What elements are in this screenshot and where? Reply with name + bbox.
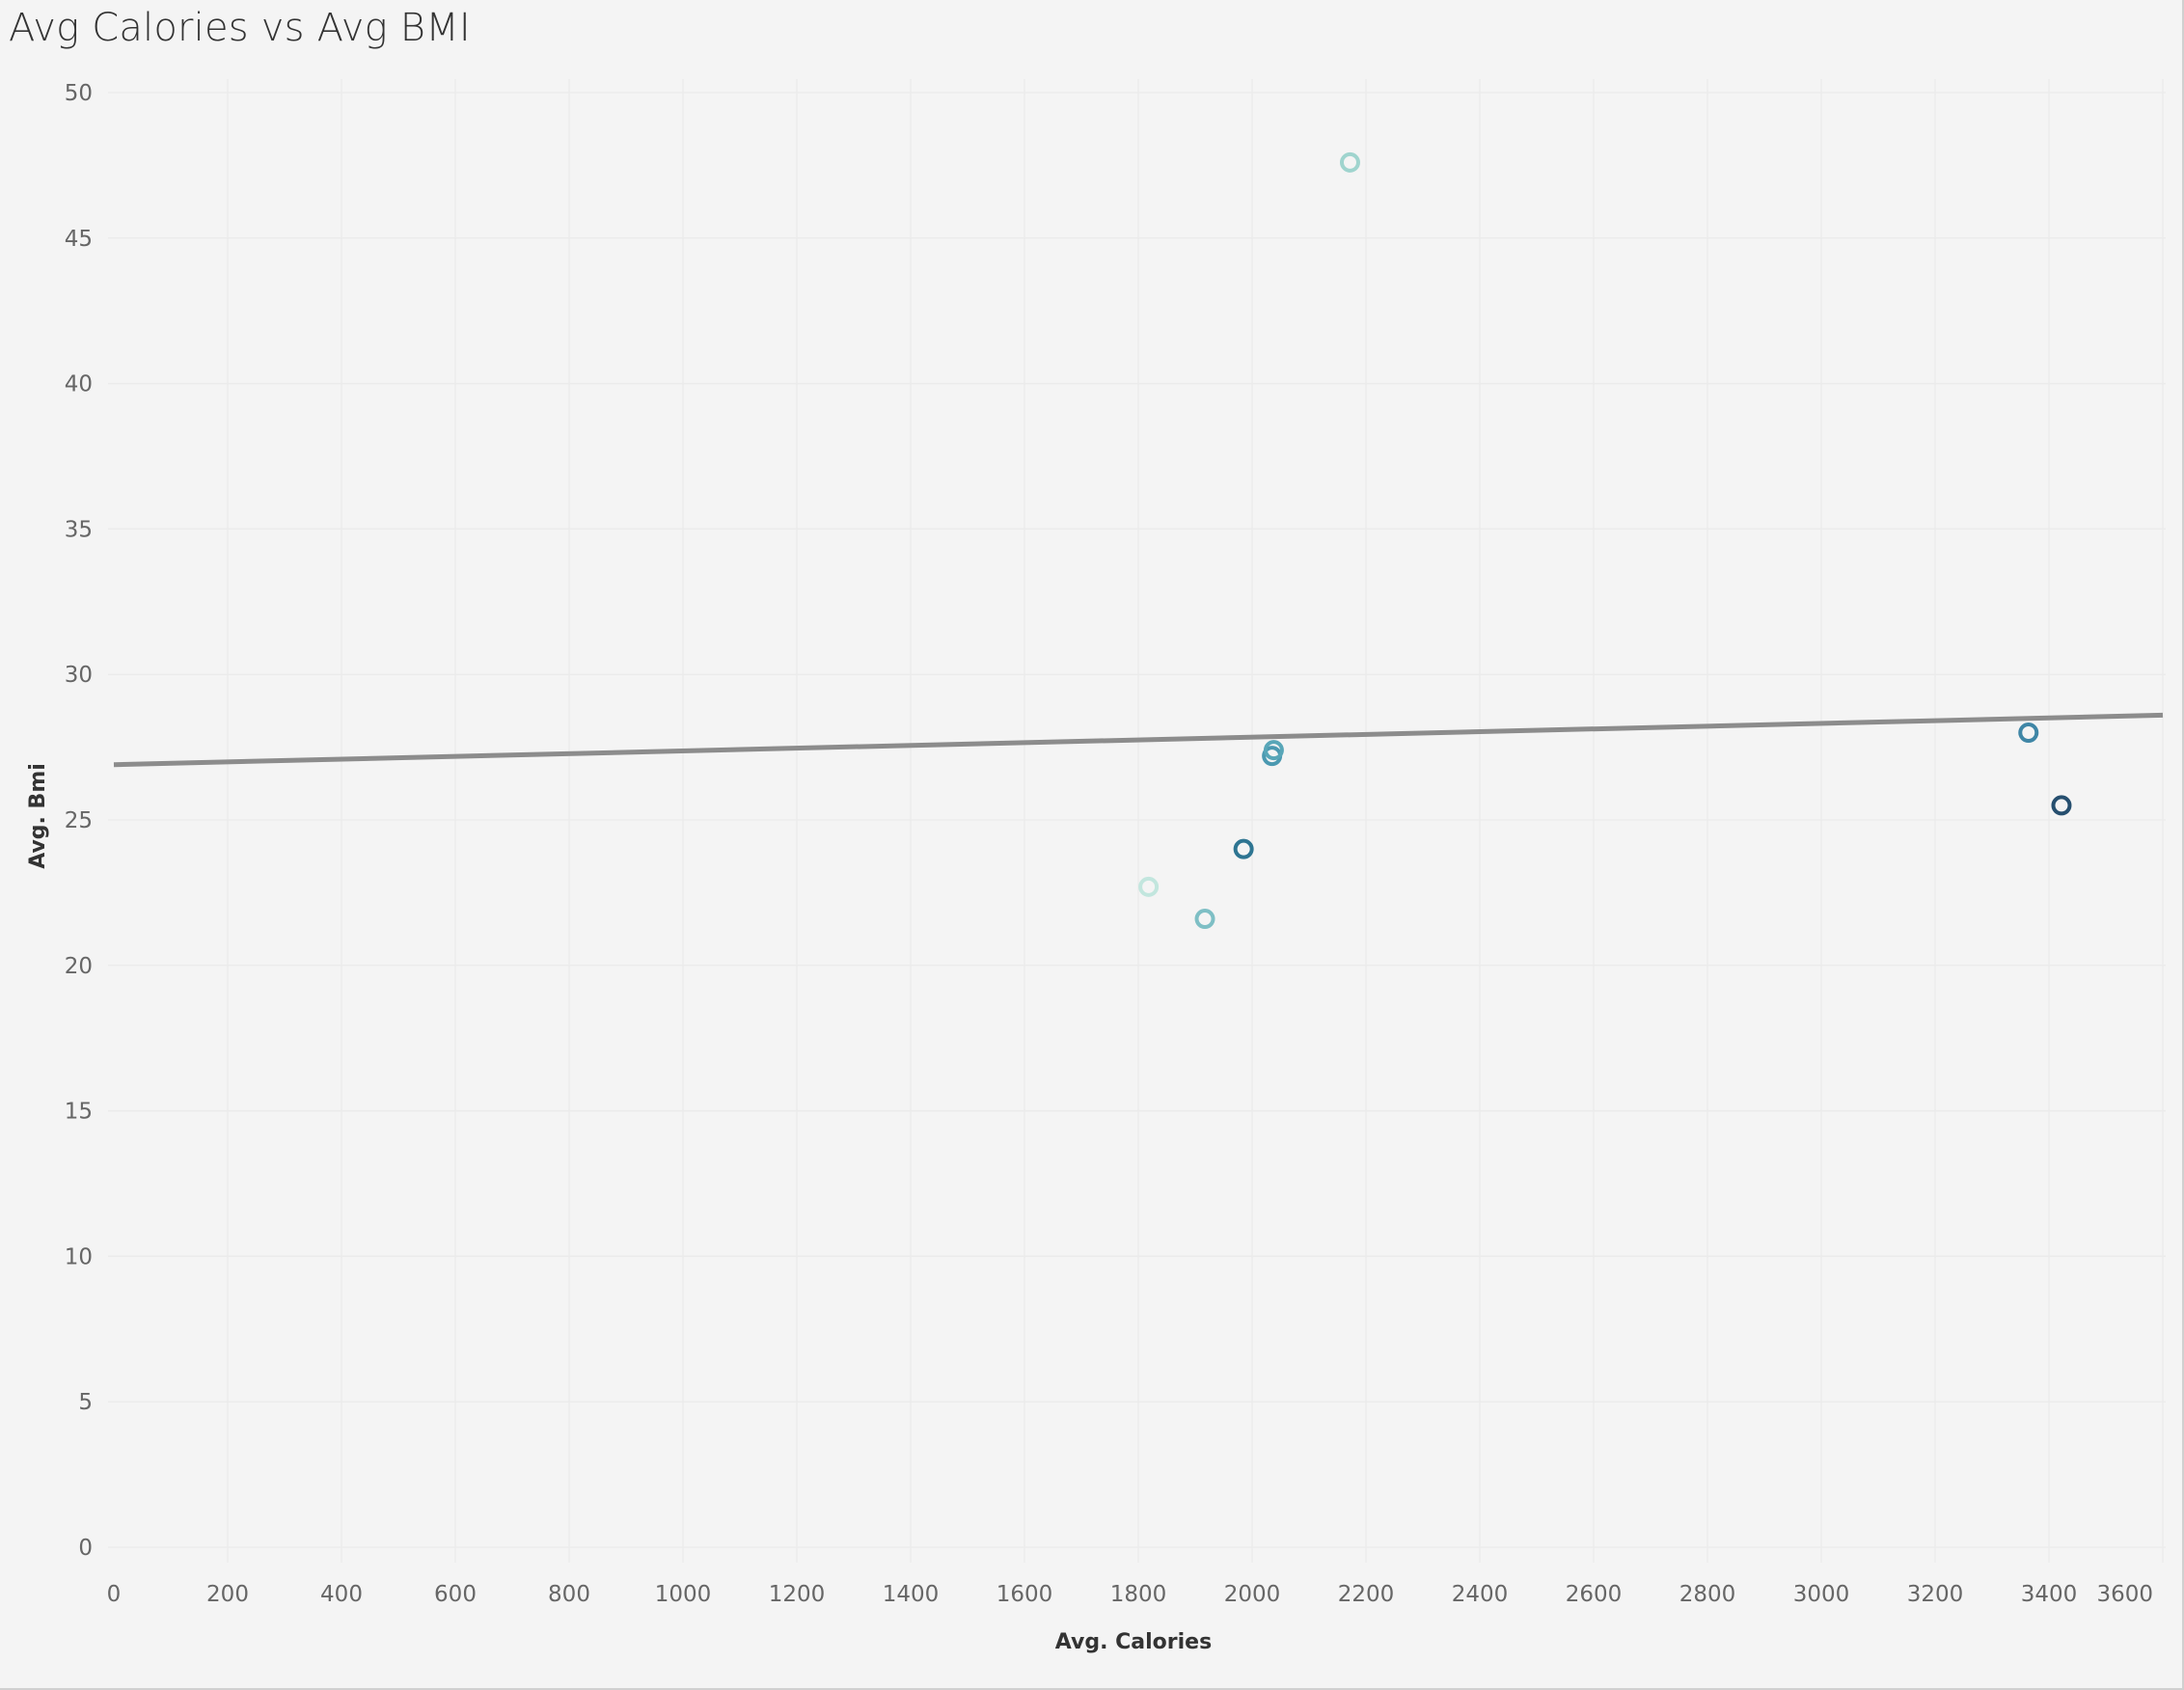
- x-tick-label: 1000: [655, 1582, 712, 1607]
- x-axis-title: Avg. Calories: [1055, 1630, 1212, 1654]
- x-tick-label: 2000: [1224, 1582, 1281, 1607]
- y-tick-label: 25: [65, 808, 93, 833]
- x-tick-label: 2800: [1679, 1582, 1736, 1607]
- y-tick-label: 5: [78, 1390, 93, 1415]
- x-tick-label: 1400: [883, 1582, 940, 1607]
- x-tick-label: 3400: [2021, 1582, 2078, 1607]
- trend-line: [113, 712, 2164, 768]
- data-point: [1138, 876, 1160, 897]
- data-points: [1138, 151, 2072, 930]
- y-axis-title: Avg. Bmi: [26, 763, 50, 869]
- x-tick-label: 3000: [1793, 1582, 1850, 1607]
- x-tick-label: 2600: [1566, 1582, 1623, 1607]
- x-tick-label: 2200: [1338, 1582, 1395, 1607]
- x-tick-label: 1600: [996, 1582, 1053, 1607]
- x-tick-label: 600: [434, 1582, 477, 1607]
- x-tick-label: 3200: [1907, 1582, 1964, 1607]
- x-axis-ticks: 0 200 400 600 800 1000 1200 1400 1600 1800 2000 220…: [107, 1582, 2153, 1607]
- x-tick-label: 1200: [769, 1582, 826, 1607]
- data-point: [1339, 151, 1360, 173]
- x-tick-label: 3600: [2096, 1582, 2153, 1607]
- x-tick-label: 200: [206, 1582, 249, 1607]
- data-point: [2018, 722, 2039, 744]
- x-tick-label: 2400: [1452, 1582, 1509, 1607]
- data-point: [1194, 909, 1215, 930]
- chart-title: Avg Calories vs Avg BMI: [9, 6, 471, 50]
- y-tick-label: 0: [78, 1536, 93, 1561]
- x-tick-label: 400: [320, 1582, 363, 1607]
- y-tick-label: 30: [65, 663, 93, 688]
- y-tick-label: 15: [65, 1100, 93, 1125]
- y-tick-label: 50: [65, 81, 93, 106]
- y-tick-label: 35: [65, 517, 93, 542]
- y-tick-label: 10: [65, 1244, 93, 1269]
- data-point: [2051, 795, 2072, 816]
- x-tick-label: 1800: [1110, 1582, 1167, 1607]
- data-point: [1233, 838, 1254, 859]
- y-tick-label: 45: [65, 227, 93, 252]
- y-axis-ticks: 0 5 10 15 20 25 30 35 40 45 50: [65, 81, 93, 1561]
- trend-line-layer: [113, 712, 2164, 768]
- y-tick-label: 40: [65, 372, 93, 397]
- grid: [108, 79, 2166, 1563]
- x-tick-label: 0: [107, 1582, 122, 1607]
- x-tick-label: 800: [548, 1582, 590, 1607]
- y-tick-label: 20: [65, 954, 93, 979]
- data-point: [1263, 740, 1284, 761]
